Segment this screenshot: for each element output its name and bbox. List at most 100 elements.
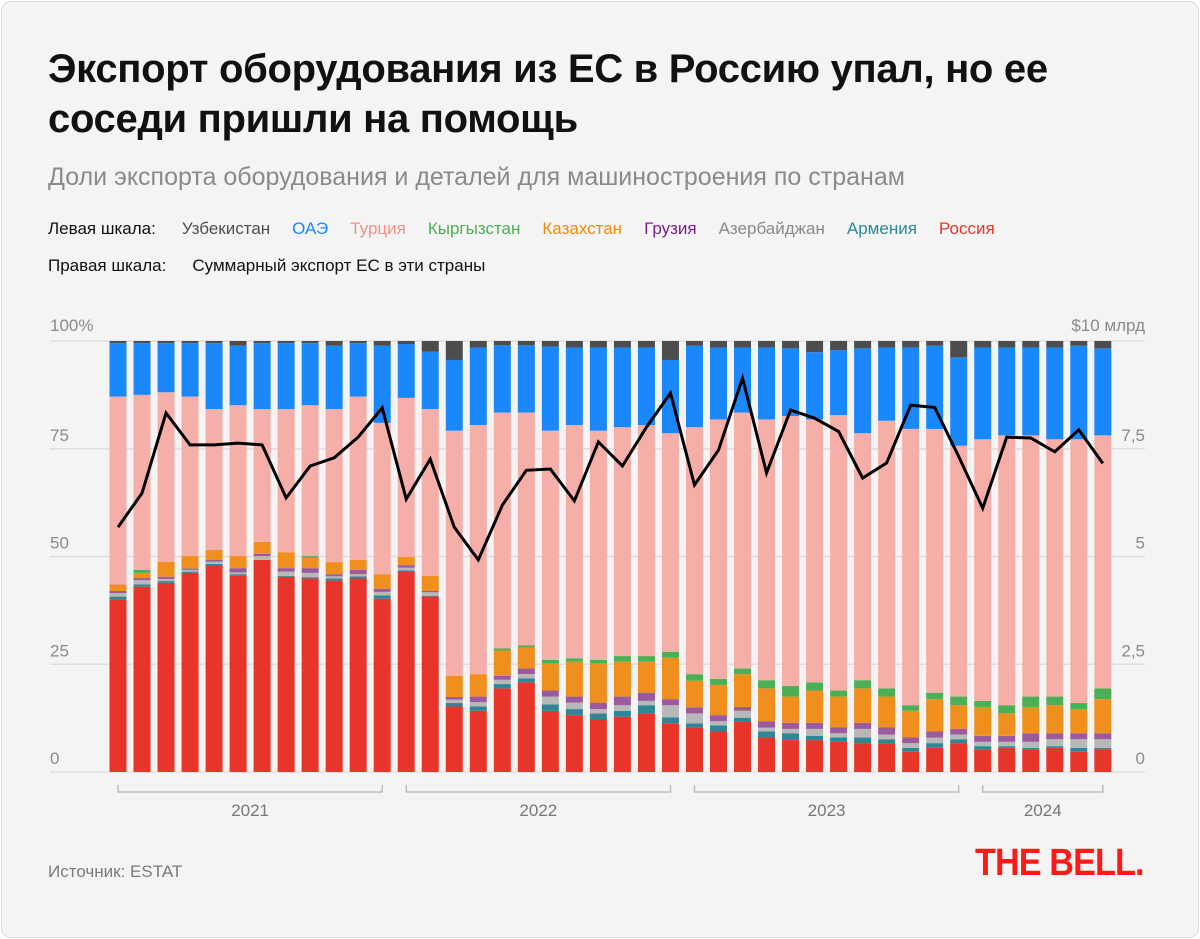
bar-segment-Азербайджан: [589, 709, 607, 714]
bar-segment-Узбекистан: [349, 341, 367, 344]
legend-item: Казахстан: [542, 219, 623, 238]
bar-segment-ОАЭ: [349, 343, 367, 397]
legend-item: Азербайджан: [718, 219, 825, 238]
bar-segment-Армения: [613, 710, 631, 717]
bar-segment-Армения: [469, 706, 487, 711]
bar-segment-Турция: [830, 415, 848, 691]
bar-segment-Азербайджан: [854, 728, 872, 738]
bar-segment-Турция: [253, 409, 271, 542]
bar-segment-Азербайджан: [181, 569, 199, 572]
bar-segment-Грузия: [133, 578, 151, 581]
bar-segment-Россия: [854, 743, 872, 772]
bar-segment-Кыргызстан: [878, 688, 896, 697]
bar-segment-Турция: [878, 420, 896, 689]
bar-segment-ОАЭ: [229, 345, 247, 406]
bar-segment-Армения: [661, 717, 679, 724]
legend-item: Турция: [350, 219, 406, 238]
bar-segment-Турция: [974, 439, 992, 701]
bar-segment-Узбекистан: [661, 341, 679, 360]
bar-segment-Узбекистан: [998, 341, 1016, 348]
bar-segment-Кыргызстан: [589, 659, 607, 664]
legend-item: Россия: [938, 219, 995, 238]
bar-segment-Казахстан: [613, 661, 631, 697]
bar-segment-Грузия: [565, 696, 583, 703]
bar-segment-Казахстан: [878, 696, 896, 728]
bar-segment-Казахстан: [253, 541, 271, 554]
bar-segment-Грузия: [205, 559, 223, 562]
bar-segment-Грузия: [878, 727, 896, 735]
bar-segment-Казахстан: [1094, 699, 1112, 734]
bar-segment-Россия: [565, 715, 583, 772]
source-note: Источник: ESTAT: [48, 862, 183, 881]
bar-segment-Турция: [229, 405, 247, 557]
bar-segment-Армения: [325, 578, 343, 581]
bar-segment-Турция: [734, 412, 752, 669]
chart-subtitle: Доли экспорта оборудования и деталей для…: [48, 163, 905, 191]
year-bracket: [117, 785, 383, 793]
year-bracket: [981, 785, 1104, 793]
bar-segment-Узбекистан: [1022, 341, 1040, 348]
bar-segment-ОАЭ: [974, 347, 992, 440]
bar-segment-Россия: [661, 723, 679, 772]
bar-segment-Россия: [613, 716, 631, 772]
bar-segment-Армения: [974, 746, 992, 750]
left-axis-unit-label: 100%: [50, 316, 93, 335]
bar-segment-Узбекистан: [950, 341, 968, 358]
bar-segment-Грузия: [493, 675, 511, 680]
bar-segment-Грузия: [1046, 733, 1064, 740]
bar-segment-Россия: [637, 713, 655, 772]
bar-segment-Азербайджан: [421, 592, 439, 596]
bar-segment-Турция: [1022, 435, 1040, 697]
bar-segment-Казахстан: [637, 661, 655, 693]
bar-segment-ОАЭ: [878, 347, 896, 421]
bar-segment-Азербайджан: [469, 702, 487, 707]
bar-segment-Узбекистан: [974, 341, 992, 348]
bar-segment-Россия: [133, 586, 151, 772]
bar-segment-Армения: [1094, 747, 1112, 750]
bar-segment-Узбекистан: [517, 341, 535, 346]
bar-segment-ОАЭ: [613, 347, 631, 428]
bar-segment-Казахстан: [589, 663, 607, 703]
bar-segment-Казахстан: [325, 562, 343, 575]
bar-segment-Казахстан: [854, 688, 872, 723]
year-label: 2024: [1024, 801, 1062, 820]
bar-segment-Россия: [517, 682, 535, 772]
bar-segment-ОАЭ: [133, 343, 151, 395]
bar-segment-Узбекистан: [253, 341, 271, 344]
bar-segment-Кыргызстан: [301, 556, 319, 558]
bar-segment-ОАЭ: [589, 347, 607, 431]
bar-segment-Грузия: [373, 588, 391, 592]
bar-segment-Турция: [758, 419, 776, 681]
bar-segment-Россия: [782, 740, 800, 772]
bar-segment-Казахстан: [517, 647, 535, 669]
bar-segment-Армения: [830, 737, 848, 742]
bar-segment-Грузия: [950, 728, 968, 735]
bar-segment-Грузия: [397, 565, 415, 568]
bar-segment-Россия: [109, 599, 127, 772]
bar-segment-Казахстан: [421, 575, 439, 591]
bar-segment-Казахстан: [734, 674, 752, 707]
bar-segment-Турция: [998, 435, 1016, 706]
bar-segment-Узбекистан: [205, 341, 223, 344]
bar-segment-Россия: [1094, 749, 1112, 772]
bar-segment-Узбекистан: [277, 341, 295, 344]
bar-segment-Россия: [926, 747, 944, 772]
bar-segment-Турция: [685, 427, 703, 675]
left-axis-tick-label: 50: [50, 534, 69, 553]
the-bell-logo: THE BELL.: [975, 842, 1144, 884]
left-axis-tick-label: 75: [50, 426, 69, 445]
left-axis-tick-label: 0: [50, 749, 59, 768]
bar-segment-Азербайджан: [782, 728, 800, 734]
bar-segment-Казахстан: [397, 556, 415, 566]
bar-segment-Казахстан: [445, 675, 463, 698]
bar-segment-ОАЭ: [397, 344, 415, 398]
bar-segment-Россия: [277, 576, 295, 772]
bar-segment-Кыргызстан: [637, 656, 655, 662]
bar-segment-ОАЭ: [421, 351, 439, 410]
bar-segment-Россия: [373, 598, 391, 772]
bar-segment-Грузия: [445, 697, 463, 700]
bar-segment-Азербайджан: [950, 734, 968, 740]
bar-segment-Кыргызстан: [974, 700, 992, 707]
bar-segment-Узбекистан: [878, 341, 896, 348]
bar-segment-ОАЭ: [301, 343, 319, 406]
